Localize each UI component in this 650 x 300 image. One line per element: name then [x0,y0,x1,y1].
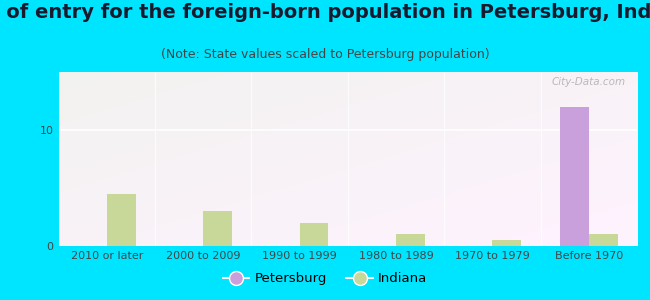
Text: Year of entry for the foreign-born population in Petersburg, Indiana: Year of entry for the foreign-born popul… [0,3,650,22]
Bar [493,240,521,246]
Bar [107,194,136,246]
Bar [560,107,589,246]
Bar [396,234,425,246]
Text: City-Data.com: City-Data.com [551,77,625,87]
Text: (Note: State values scaled to Petersburg population): (Note: State values scaled to Petersburg… [161,48,489,61]
Bar [589,234,617,246]
Legend: Petersburg, Indiana: Petersburg, Indiana [217,267,433,290]
Bar [203,211,232,246]
Bar [300,223,328,246]
